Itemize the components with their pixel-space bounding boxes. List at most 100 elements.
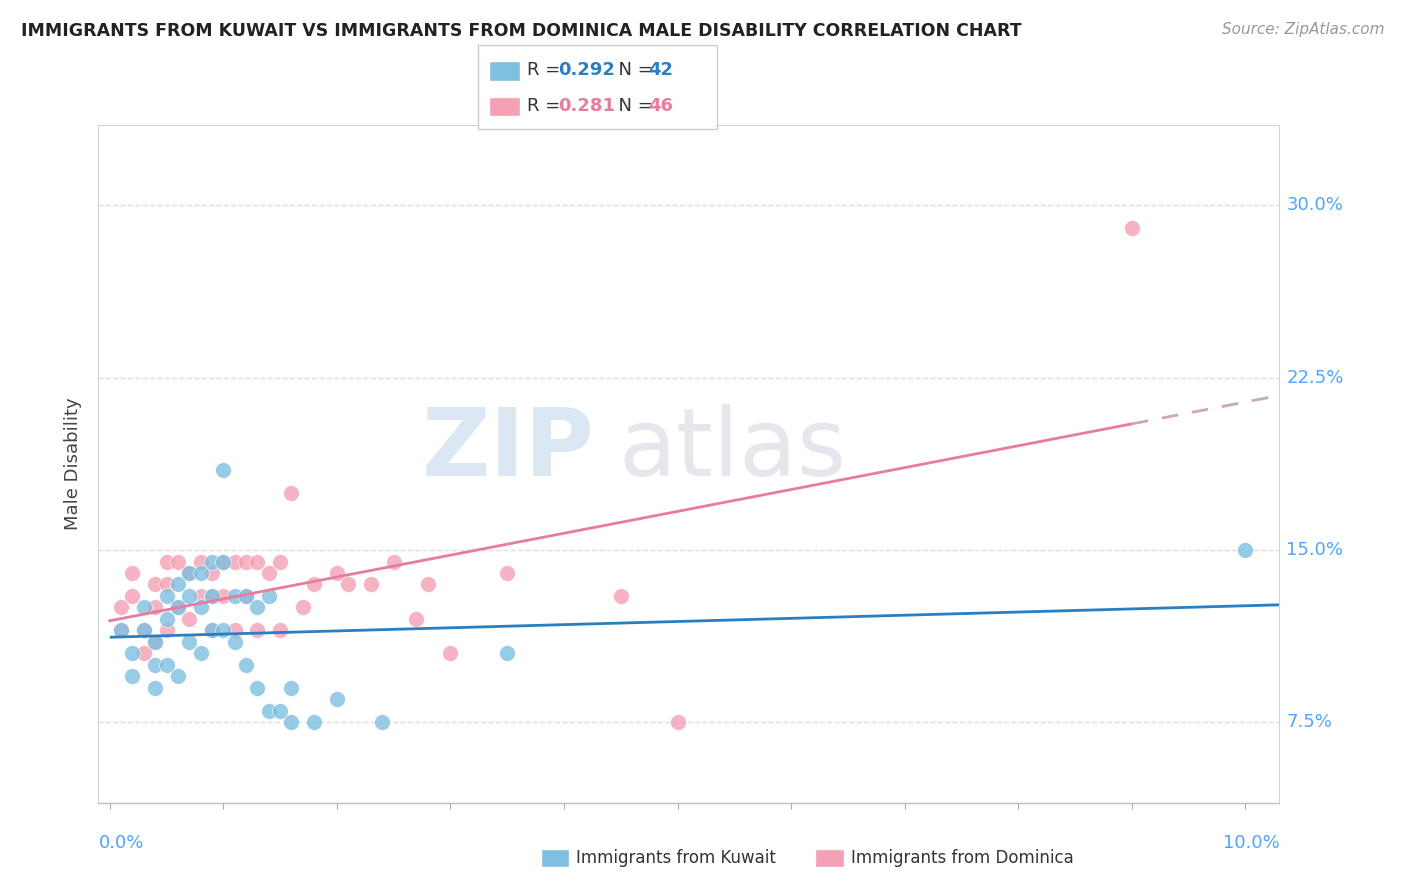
- Point: [143, 577, 166, 591]
- Text: 0.292: 0.292: [558, 61, 614, 79]
- Point: [496, 647, 519, 661]
- Point: [212, 624, 235, 638]
- Point: [132, 624, 155, 638]
- Text: 46: 46: [648, 96, 673, 114]
- Point: [666, 715, 689, 730]
- Point: [167, 600, 190, 615]
- Point: [143, 600, 166, 615]
- Text: R =: R =: [527, 61, 567, 79]
- Point: [269, 624, 291, 638]
- Point: [496, 566, 519, 580]
- Text: 15.0%: 15.0%: [1286, 541, 1344, 559]
- Point: [1121, 221, 1143, 235]
- Point: [190, 600, 212, 615]
- Point: [302, 715, 325, 730]
- Point: [610, 589, 633, 603]
- Point: [179, 566, 201, 580]
- Point: [179, 635, 201, 649]
- Point: [416, 577, 439, 591]
- Text: Immigrants from Dominica: Immigrants from Dominica: [851, 849, 1073, 867]
- Point: [326, 566, 349, 580]
- Point: [439, 647, 461, 661]
- Point: [280, 681, 302, 695]
- Point: [155, 554, 177, 568]
- Point: [179, 589, 201, 603]
- Point: [201, 624, 224, 638]
- Point: [132, 600, 155, 615]
- Point: [224, 624, 246, 638]
- Point: [143, 657, 166, 672]
- Point: [167, 669, 190, 683]
- Point: [212, 589, 235, 603]
- Text: 7.5%: 7.5%: [1286, 714, 1333, 731]
- Point: [257, 566, 280, 580]
- Point: [121, 566, 143, 580]
- Point: [201, 566, 224, 580]
- Point: [132, 647, 155, 661]
- Point: [382, 554, 405, 568]
- Point: [280, 715, 302, 730]
- Text: ZIP: ZIP: [422, 404, 595, 496]
- Point: [155, 657, 177, 672]
- Point: [155, 589, 177, 603]
- Point: [224, 635, 246, 649]
- Text: N =: N =: [607, 61, 659, 79]
- Point: [167, 600, 190, 615]
- Point: [246, 554, 269, 568]
- Point: [212, 462, 235, 476]
- Point: [269, 704, 291, 718]
- Point: [190, 554, 212, 568]
- Text: 0.281: 0.281: [558, 96, 616, 114]
- Text: Immigrants from Kuwait: Immigrants from Kuwait: [576, 849, 776, 867]
- Point: [360, 577, 382, 591]
- Point: [143, 681, 166, 695]
- Text: Source: ZipAtlas.com: Source: ZipAtlas.com: [1222, 22, 1385, 37]
- Text: atlas: atlas: [619, 404, 846, 496]
- Point: [246, 681, 269, 695]
- Text: R =: R =: [527, 96, 567, 114]
- Point: [235, 589, 257, 603]
- Point: [155, 612, 177, 626]
- Text: 0.0%: 0.0%: [98, 834, 143, 852]
- Point: [121, 669, 143, 683]
- Point: [302, 577, 325, 591]
- Point: [201, 554, 224, 568]
- Point: [212, 554, 235, 568]
- Point: [337, 577, 360, 591]
- Text: IMMIGRANTS FROM KUWAIT VS IMMIGRANTS FROM DOMINICA MALE DISABILITY CORRELATION C: IMMIGRANTS FROM KUWAIT VS IMMIGRANTS FRO…: [21, 22, 1022, 40]
- Point: [143, 635, 166, 649]
- Point: [224, 554, 246, 568]
- Point: [280, 485, 302, 500]
- Point: [167, 577, 190, 591]
- Point: [143, 635, 166, 649]
- Point: [179, 612, 201, 626]
- Point: [291, 600, 314, 615]
- Point: [1234, 543, 1257, 558]
- Text: 10.0%: 10.0%: [1223, 834, 1279, 852]
- Point: [179, 566, 201, 580]
- Point: [246, 600, 269, 615]
- Point: [235, 589, 257, 603]
- Point: [121, 647, 143, 661]
- Text: N =: N =: [607, 96, 659, 114]
- Point: [190, 647, 212, 661]
- Text: 30.0%: 30.0%: [1286, 196, 1343, 214]
- Point: [121, 589, 143, 603]
- Point: [371, 715, 394, 730]
- Point: [190, 566, 212, 580]
- Point: [257, 589, 280, 603]
- Point: [235, 554, 257, 568]
- Point: [201, 589, 224, 603]
- Point: [326, 692, 349, 706]
- Point: [155, 624, 177, 638]
- Y-axis label: Male Disability: Male Disability: [65, 398, 83, 530]
- Point: [235, 657, 257, 672]
- Point: [201, 624, 224, 638]
- Point: [269, 554, 291, 568]
- Point: [155, 577, 177, 591]
- Point: [201, 589, 224, 603]
- Point: [212, 554, 235, 568]
- Point: [190, 589, 212, 603]
- Point: [110, 624, 132, 638]
- Point: [405, 612, 427, 626]
